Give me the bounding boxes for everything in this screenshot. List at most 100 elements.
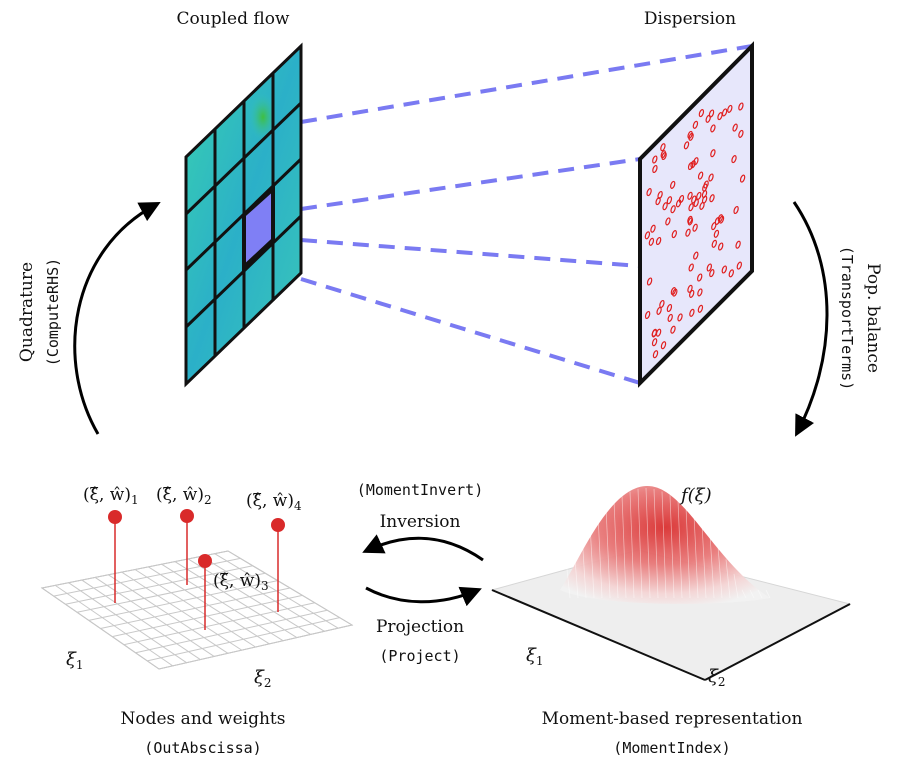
particle [728,269,734,278]
particle [652,350,659,359]
particle [717,112,723,121]
inversion-label: Inversion [380,512,461,532]
particle [687,191,693,200]
mesh-line [669,495,675,599]
grid-line [65,565,253,605]
particle [731,155,737,164]
particle [660,150,666,159]
particle [655,197,661,206]
mesh-line [605,506,611,599]
particle [652,155,658,164]
particle [685,228,691,237]
dispersion-panel [638,41,754,388]
particle [721,265,727,274]
particle [721,108,728,117]
mesh-line [757,589,763,599]
node-label-1: (ξ̂, ŵ)1 [83,485,139,507]
particle [718,242,724,251]
pop-balance-label: Pop. balance [863,263,883,373]
mesh-line [597,514,603,599]
particle [732,123,738,132]
xi2-left: ξ2 [254,667,272,690]
particle [655,236,662,246]
particle [666,303,673,313]
node-markers [108,509,285,568]
particle [644,310,651,320]
moment-invert-code-label: (MomentInvert) [357,481,483,499]
node-label-3: (ξ̂, ŵ)3 [213,571,269,593]
particle [710,124,716,133]
particle [655,328,662,337]
node-marker-2 [180,509,194,523]
particle [646,188,652,197]
particle [670,325,676,334]
xi2-right: ξ2 [708,666,726,689]
particle [690,160,696,169]
moment-surface [490,485,852,681]
nodes-plane [40,550,354,670]
mesh-line [685,506,691,599]
particle [660,143,666,152]
particle [687,215,693,224]
particle [693,198,699,208]
project-code-label: (Project) [379,647,460,665]
mesh-line [573,546,579,599]
particle [662,202,668,211]
mesh-line [693,514,699,599]
particle [660,341,667,350]
particle [692,223,698,232]
particle [697,304,704,313]
particle [697,171,704,180]
particle [709,269,715,278]
particle [709,194,715,203]
node-label-4: (ξ̂, ŵ)4 [246,491,302,513]
pop-balance-arrow [792,201,829,437]
grid-line [41,550,229,589]
mesh-line [565,559,571,599]
particle [693,251,699,260]
moment-rep-label: Moment-based representation [542,709,803,729]
quadrature-label: Quadrature [17,262,37,362]
particle [736,261,742,270]
mesh-line [645,487,651,599]
particle [710,149,716,158]
particle [689,308,695,317]
particle [687,284,693,293]
particle [652,164,658,174]
particle [667,313,673,322]
xi1-left: ξ1 [66,649,84,672]
particle [703,180,709,189]
coupled-flow-title: Coupled flow [177,9,290,29]
mesh-line [581,534,587,599]
particle [671,230,677,239]
particle [705,114,711,123]
particle [666,196,673,205]
grid-line [158,624,353,670]
mesh-line [709,534,715,599]
node-marker-4 [271,518,285,532]
mesh-line [677,500,683,599]
node-marker-3 [198,554,212,568]
dispersion-title: Dispersion [644,9,736,29]
particle [739,174,746,183]
grid-line [100,587,291,629]
mesh-line [717,546,723,599]
particle [688,203,694,212]
mesh-line [613,500,619,599]
svg-text:(TransportTerms): (TransportTerms) [838,246,856,391]
f-xi-label: f(ξ) [679,485,712,506]
grid-line [147,617,340,662]
particle [689,289,695,298]
mesh-line [661,491,667,599]
particle [651,338,658,347]
particle [727,104,733,113]
mesh-line [653,489,659,599]
mesh-line [629,491,635,599]
particle [683,141,690,150]
particle [670,180,676,189]
quadrature-arrow [73,202,161,435]
particle [738,102,744,111]
particle [713,229,720,238]
particle [697,273,703,282]
